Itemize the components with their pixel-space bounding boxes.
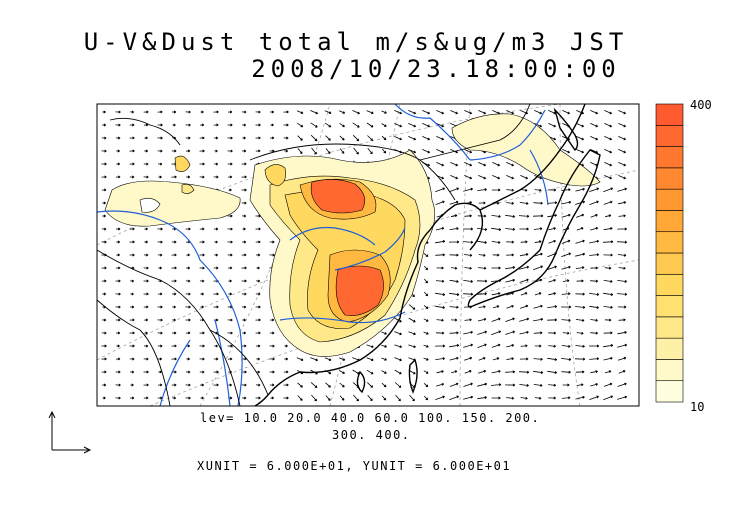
colorbar-swatch (655, 380, 684, 403)
colorbar-swatch (655, 124, 684, 147)
colorbar-swatch (655, 231, 684, 254)
colorbar-swatch (655, 167, 684, 190)
dust-core-south (335, 265, 384, 316)
colorbar-swatch (655, 359, 684, 382)
dust-shading (104, 113, 601, 357)
colorbar-swatch (655, 295, 684, 318)
colorbar-swatch (655, 210, 684, 233)
contour-levels-line2: 300. 400. (332, 428, 411, 442)
dust-area-west (104, 180, 241, 227)
colorbar-swatch (655, 337, 684, 360)
reference-vector-icon (48, 410, 92, 454)
colorbar (655, 103, 684, 403)
map-title: U-V&Dust total m/s&ug/m3 JST (83, 28, 629, 56)
colorbar-swatch (655, 252, 684, 275)
vector-units: XUNIT = 6.000E+01, YUNIT = 6.000E+01 (197, 459, 512, 473)
colorbar-max-label: 400 (690, 98, 712, 112)
borders (97, 104, 531, 406)
colorbar-swatch (655, 188, 684, 211)
dust-core-north (310, 179, 366, 214)
colorbar-swatch (655, 103, 684, 126)
rivers (97, 104, 549, 406)
map-datetime: 2008/10/23.18:00:00 (251, 55, 621, 83)
colorbar-swatch (655, 316, 684, 339)
contour-levels-line1: lev= 10.0 20.0 40.0 60.0 100. 150. 200. (200, 411, 541, 425)
colorbar-min-label: 10 (690, 400, 705, 414)
japan-outline (467, 149, 601, 308)
map-frame (96, 103, 640, 407)
colorbar-swatch (655, 273, 684, 296)
dust-area-northeast (451, 113, 601, 187)
colorbar-swatch (655, 146, 684, 169)
